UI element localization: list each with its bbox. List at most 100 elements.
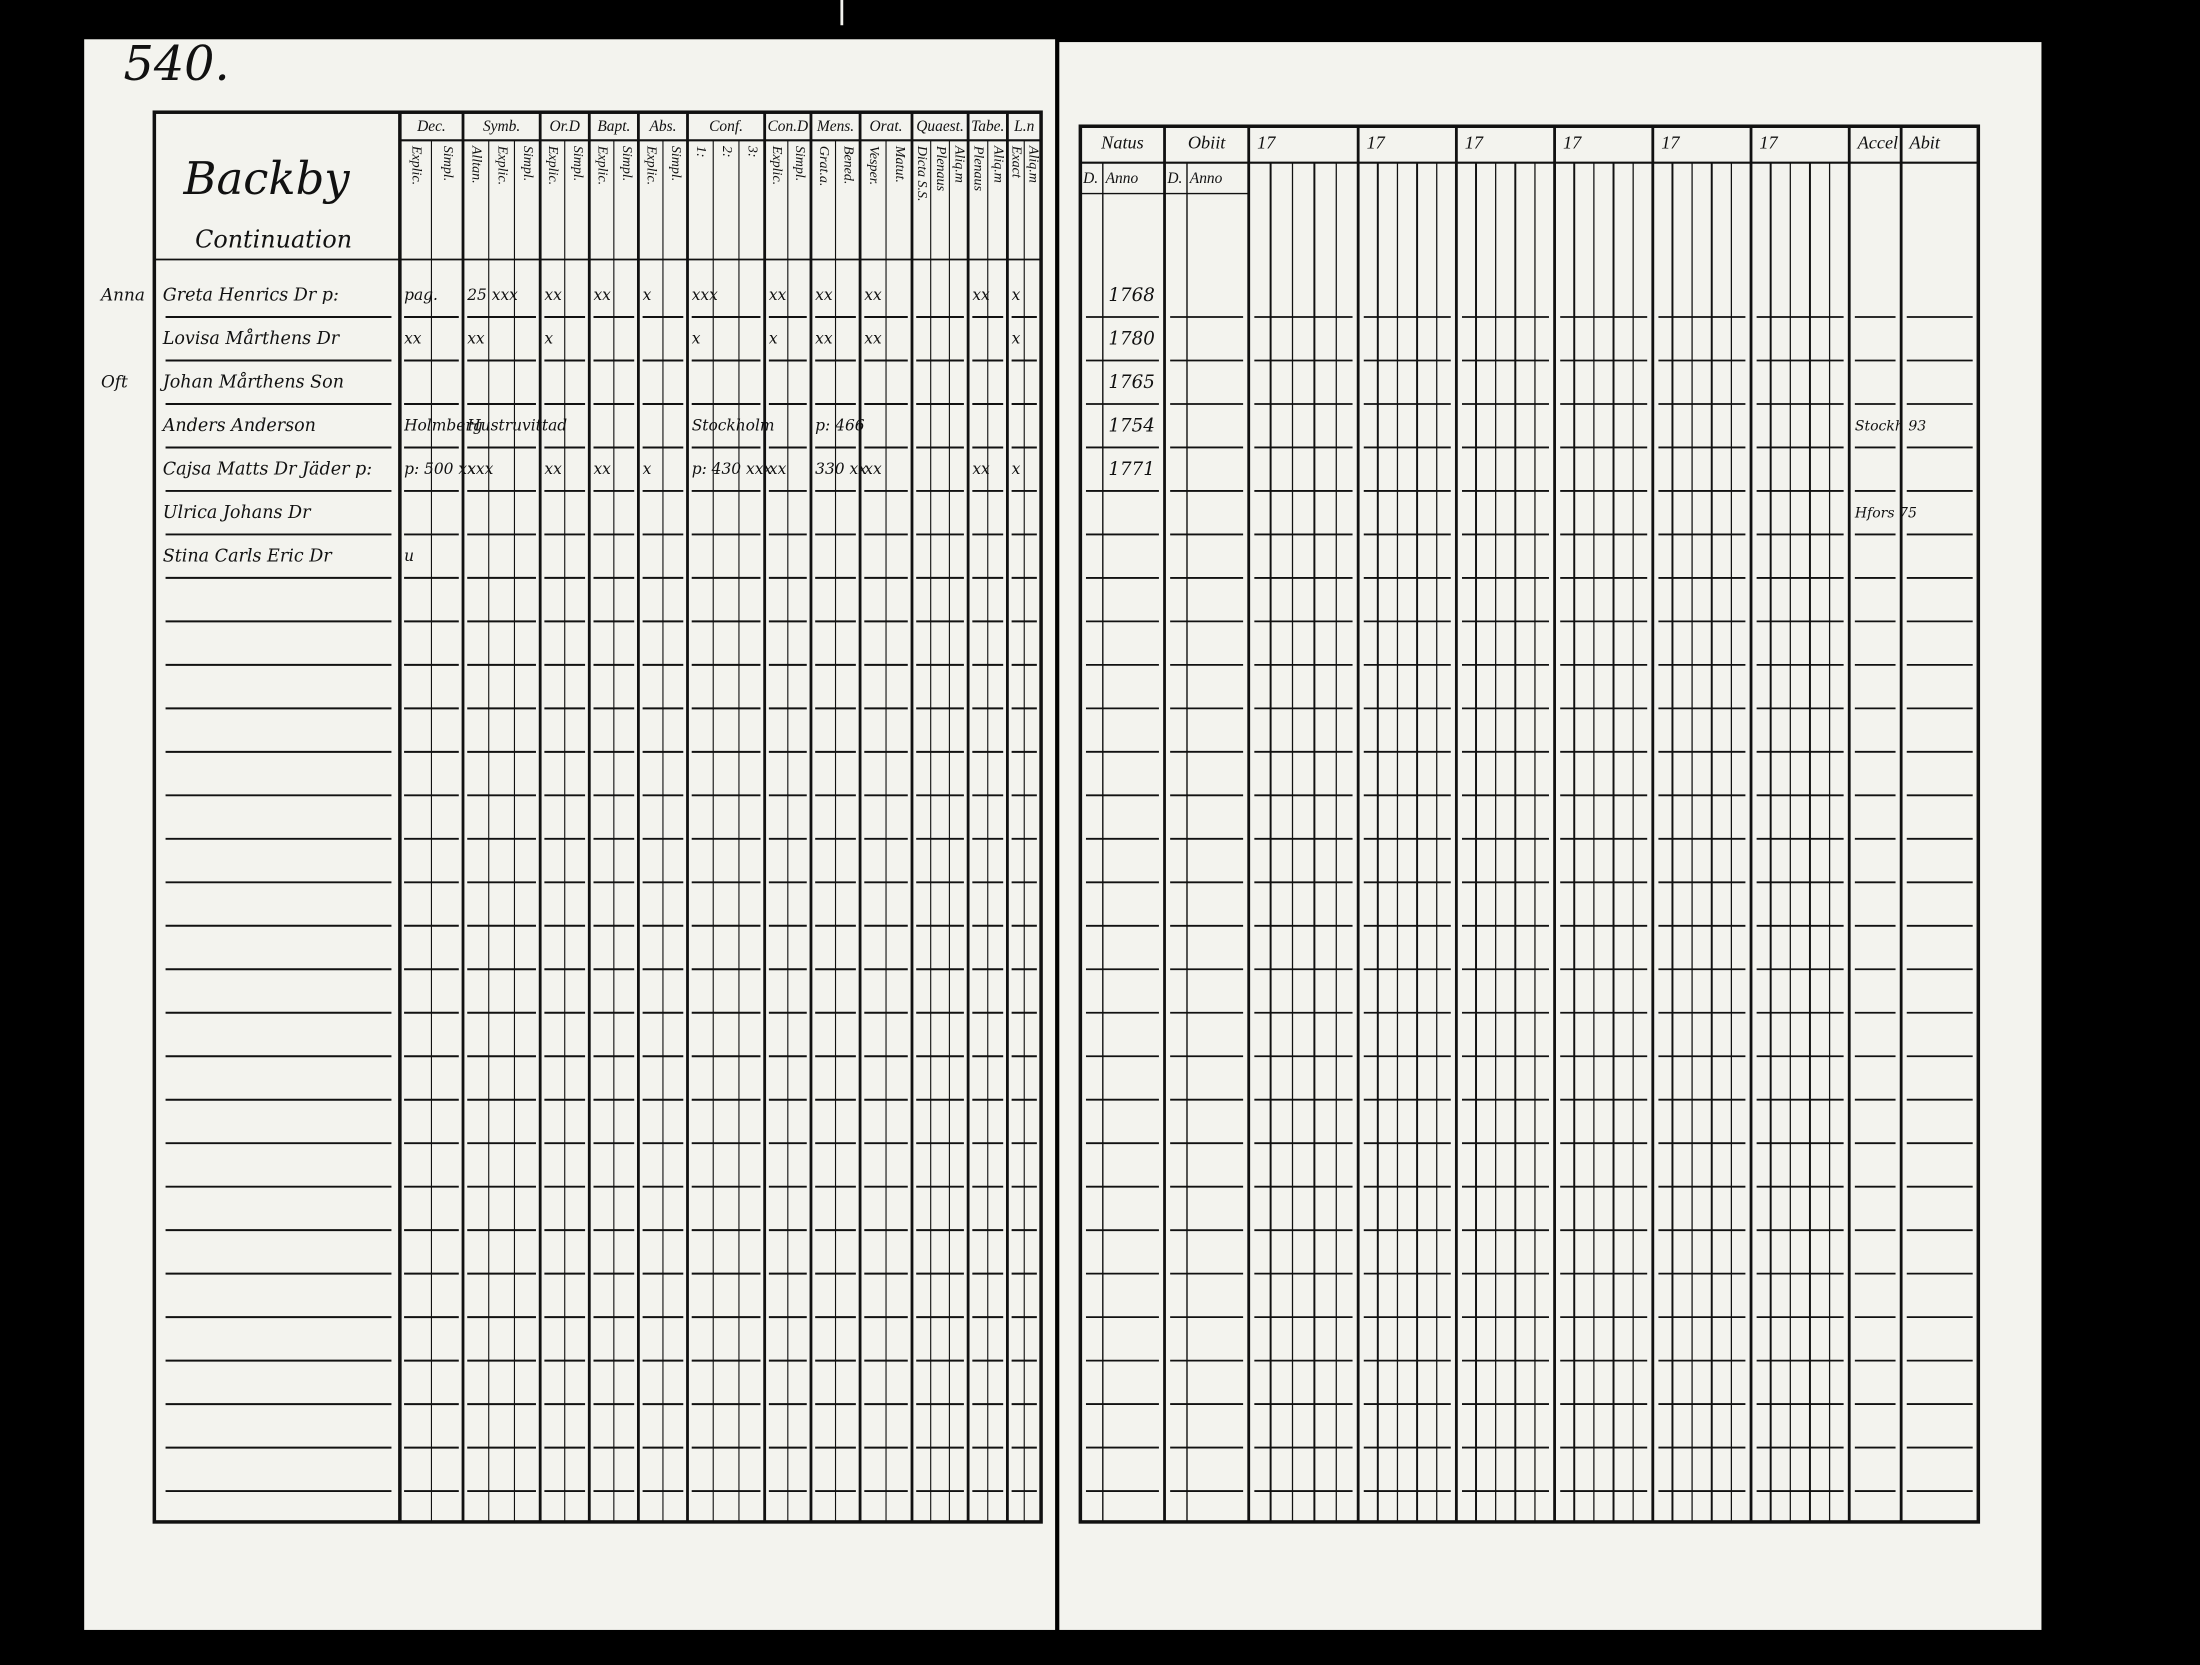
register-entry: xx — [593, 460, 611, 478]
register-entry: x — [1012, 329, 1021, 347]
register-entry: xx — [972, 460, 990, 478]
register-entry: 330 xx — [815, 460, 867, 478]
register-entry: x — [544, 329, 553, 347]
register-entry: x — [1012, 286, 1021, 304]
column-header: Con.D — [767, 118, 808, 135]
sub-header: Alltan. — [469, 145, 484, 184]
birth-year: 1765 — [1108, 372, 1154, 393]
register-entry: u — [404, 547, 414, 565]
page-number: 540. — [123, 37, 229, 92]
sub-header: 3: — [745, 145, 760, 158]
sub-header: Simpl. — [668, 146, 683, 181]
register-entry: xx — [972, 286, 990, 304]
sub-header: 1: — [693, 146, 708, 158]
person-name: Cajsa Matts Dr Jäder p: — [163, 459, 372, 479]
birth-year: 1780 — [1108, 328, 1155, 349]
column-header: Or.D — [550, 118, 580, 135]
birth-year: 1754 — [1108, 415, 1154, 436]
column-header: Tabe. — [971, 118, 1004, 135]
sub-header: Explic. — [643, 145, 658, 185]
right-table-border — [1078, 124, 1981, 1524]
register-entry: pag. — [404, 286, 438, 304]
register-entry: xx — [769, 460, 787, 478]
sub-header: Explic. — [769, 145, 784, 185]
register-entry: xx — [815, 286, 833, 304]
sub-header: Vesper. — [866, 146, 881, 185]
column-header: Conf. — [709, 118, 743, 135]
movement-note: Stockh 93 — [1855, 418, 1926, 434]
sub-header: Explic. — [408, 145, 423, 185]
register-entry: xx — [769, 286, 787, 304]
margin-note: Anna — [99, 284, 145, 304]
register-entry: Holmberg — [403, 416, 483, 434]
sub-header: Anno — [1189, 170, 1223, 187]
sub-header: Aliq.m — [952, 145, 967, 183]
birth-year: 1768 — [1108, 285, 1154, 306]
column-header: 17 — [1759, 133, 1778, 153]
sub-header: Explic. — [545, 145, 560, 185]
parish-title: Backby — [183, 152, 351, 205]
sub-header: Bened. — [841, 146, 856, 185]
register-entry: xx — [544, 460, 562, 478]
sub-header: Simpl. — [792, 146, 807, 181]
register-entry: xx — [544, 286, 562, 304]
column-header: 17 — [1257, 133, 1276, 153]
margin-note: Oft — [101, 371, 128, 391]
register-entry: Stockholm — [692, 416, 775, 434]
register-entry: xx — [815, 329, 833, 347]
sub-header: Simpl. — [619, 146, 634, 181]
parish-subtitle: Continuation — [195, 226, 352, 254]
register-entry: xx — [864, 329, 882, 347]
sub-header: 2: — [719, 146, 734, 158]
register-entry: xxx — [467, 460, 493, 478]
register-entry: p: 430 xxx — [692, 460, 773, 478]
column-header: 17 — [1367, 133, 1386, 153]
sub-header: Grat.a. — [816, 146, 831, 186]
sub-header: D. — [1166, 170, 1182, 187]
register-entry: xx — [467, 329, 485, 347]
sub-header: Anno — [1105, 170, 1139, 187]
movement-note: Hfors 75 — [1854, 505, 1917, 521]
register-entry: x — [643, 460, 652, 478]
sub-header: Aliq.m — [1025, 145, 1040, 183]
column-header: Mens. — [816, 118, 854, 135]
birth-year: 1771 — [1108, 459, 1154, 480]
sub-header: Explic. — [594, 145, 609, 185]
register-entry: xx — [404, 329, 422, 347]
register-entry: Hustruvittad — [466, 416, 567, 434]
sub-header: Exact — [1009, 145, 1024, 179]
column-header: Bapt. — [597, 118, 630, 135]
sub-header: D. — [1082, 170, 1098, 187]
column-header: Symb. — [483, 118, 520, 135]
sub-header: Dicta S.S. — [914, 145, 929, 202]
person-name: Greta Henrics Dr p: — [163, 285, 339, 305]
register-entry: p: 466 — [815, 416, 865, 434]
register-entry: 25 xxx — [466, 286, 518, 304]
register-entry: x — [769, 329, 778, 347]
sub-header: Aliq.m — [990, 145, 1005, 183]
person-name: Lovisa Mårthens Dr — [162, 329, 341, 349]
sub-header: Plenaus — [933, 145, 948, 192]
column-header: Natus — [1100, 133, 1144, 153]
left-page — [84, 39, 1056, 1630]
register-entry: x — [1012, 460, 1021, 478]
register-entry: x — [692, 329, 701, 347]
sub-header: Matut. — [892, 145, 907, 183]
person-name: Stina Carls Eric Dr — [163, 546, 334, 566]
person-name: Anders Anderson — [161, 416, 316, 436]
person-name: Johan Mårthens Son — [160, 372, 344, 392]
column-header: Dec. — [416, 118, 446, 135]
register-entry: p: 500 xx — [404, 460, 476, 478]
sub-header: Plenaus — [971, 145, 986, 192]
register-entry: x — [643, 286, 652, 304]
sub-header: Explic. — [494, 145, 509, 185]
column-header: Abit — [1909, 133, 1941, 153]
column-header: Accel — [1857, 133, 1898, 153]
column-header: Orat. — [870, 118, 903, 135]
sub-header: Simpl. — [440, 146, 455, 181]
right-page — [1059, 42, 2042, 1630]
register-entry: xx — [593, 286, 611, 304]
column-header: Quaest. — [916, 118, 964, 135]
person-name: Ulrica Johans Dr — [163, 503, 312, 523]
